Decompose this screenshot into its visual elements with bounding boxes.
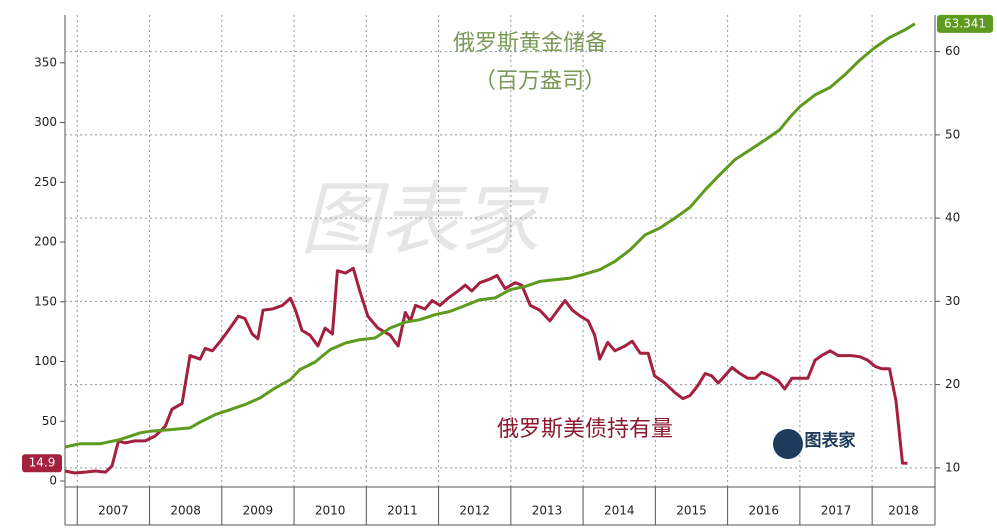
y-tick-label: 100: [34, 354, 57, 368]
line-series: [64, 22, 916, 449]
annotation: 俄罗斯美债持有量: [497, 417, 673, 442]
x-tick-label: 2014: [604, 504, 635, 518]
value-label: 63.341: [944, 16, 986, 30]
y-tick-label: 150: [34, 294, 57, 308]
y-tick-label: 350: [34, 55, 57, 69]
x-tick-label: 2016: [748, 504, 779, 518]
watermark: 图表家: [300, 173, 549, 266]
logo-icon: [773, 429, 803, 459]
x-tick-label: 2009: [243, 504, 274, 518]
value-label: 14.9: [29, 456, 56, 470]
y2-tick-label: 60: [945, 44, 960, 58]
line-series: [64, 266, 908, 475]
y-tick-label: 300: [34, 115, 57, 129]
logo-text: 图表家: [805, 430, 856, 451]
x-tick-label: 2015: [676, 504, 707, 518]
value-badge: [22, 454, 62, 473]
y-tick-label: 200: [34, 235, 57, 249]
x-tick-label: 2017: [821, 504, 852, 518]
y2-tick-label: 20: [945, 377, 960, 391]
y-tick-label: 50: [42, 414, 57, 428]
logo: 图表家: [773, 429, 856, 459]
x-tick-label: 2010: [315, 504, 346, 518]
y2-tick-label: 30: [945, 294, 960, 308]
annotation: 俄罗斯黄金储备: [453, 31, 607, 56]
x-tick-label: 2011: [387, 504, 418, 518]
y-tick-label: 250: [34, 175, 57, 189]
x-tick-label: 2012: [459, 504, 490, 518]
y2-tick-label: 50: [945, 127, 960, 141]
y-tick-label: 0: [49, 474, 57, 488]
y2-tick-label: 10: [945, 460, 960, 474]
value-badge: [937, 14, 993, 33]
x-tick-label: 2018: [888, 504, 919, 518]
annotation: （百万盎司）: [474, 69, 606, 94]
x-tick-label: 2007: [98, 504, 129, 518]
y2-tick-label: 40: [945, 211, 960, 225]
x-tick-label: 2008: [170, 504, 201, 518]
x-tick-label: 2013: [532, 504, 563, 518]
